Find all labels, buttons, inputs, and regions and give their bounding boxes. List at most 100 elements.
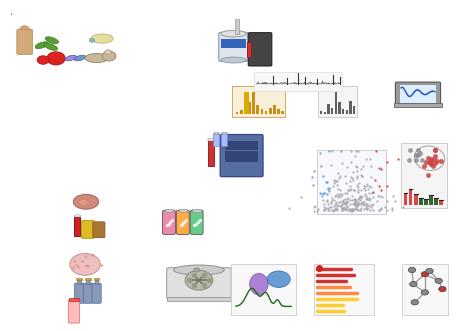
Circle shape xyxy=(267,271,290,287)
Circle shape xyxy=(47,52,65,65)
Ellipse shape xyxy=(250,273,268,295)
Text: Extracted
metabolites: Extracted metabolites xyxy=(158,198,217,219)
Bar xyxy=(254,72,342,90)
Bar xyxy=(165,209,173,212)
Circle shape xyxy=(84,265,88,267)
Bar xyxy=(192,209,201,212)
FancyBboxPatch shape xyxy=(220,134,263,177)
Bar xyxy=(277,110,280,114)
Bar xyxy=(94,278,100,280)
Bar xyxy=(231,263,296,315)
Text: Sample collection: Sample collection xyxy=(22,175,109,185)
Bar xyxy=(353,106,356,114)
Bar xyxy=(247,42,251,57)
Bar xyxy=(220,39,246,48)
FancyBboxPatch shape xyxy=(82,220,94,238)
FancyBboxPatch shape xyxy=(74,283,84,303)
FancyBboxPatch shape xyxy=(68,300,80,323)
Text: Tissue: Tissue xyxy=(31,199,57,208)
Circle shape xyxy=(86,265,90,267)
Bar xyxy=(76,278,82,280)
Text: OPLS-DA: OPLS-DA xyxy=(215,216,264,226)
Circle shape xyxy=(194,268,200,272)
Ellipse shape xyxy=(44,43,57,50)
FancyBboxPatch shape xyxy=(219,32,248,61)
Text: Cells: Cells xyxy=(31,261,51,270)
Bar xyxy=(236,112,238,114)
Bar xyxy=(264,111,267,114)
Circle shape xyxy=(439,286,446,292)
Ellipse shape xyxy=(65,55,76,61)
Ellipse shape xyxy=(74,55,86,61)
Circle shape xyxy=(75,264,79,267)
Circle shape xyxy=(77,266,81,269)
Text: Preparing
control: Preparing control xyxy=(18,139,62,159)
Circle shape xyxy=(421,272,428,277)
Bar xyxy=(214,131,218,134)
Bar xyxy=(401,143,447,208)
Text: Introducing
stimuli: Introducing stimuli xyxy=(58,139,109,159)
Text: Data
acquisition: Data acquisition xyxy=(161,95,214,117)
Circle shape xyxy=(421,290,428,295)
FancyBboxPatch shape xyxy=(163,210,175,234)
Circle shape xyxy=(89,38,95,42)
Text: Chemometric: Chemometric xyxy=(215,151,281,161)
Bar xyxy=(424,199,428,205)
Circle shape xyxy=(185,270,213,290)
Bar xyxy=(244,91,248,114)
Bar xyxy=(404,193,407,205)
Text: Pathway
analysis: Pathway analysis xyxy=(323,224,365,246)
FancyBboxPatch shape xyxy=(167,268,231,299)
Ellipse shape xyxy=(173,265,224,275)
Bar xyxy=(439,200,443,205)
Text: LC-MS: LC-MS xyxy=(248,128,274,137)
Text: analysis:: analysis: xyxy=(215,162,258,171)
Circle shape xyxy=(37,56,49,64)
Text: OPLS: OPLS xyxy=(215,194,244,204)
Text: Biofluids:
blood,
urine,
Feces: Biofluids: blood, urine, Feces xyxy=(31,211,70,252)
Text: Statistical
analysis: Statistical analysis xyxy=(297,137,346,158)
Ellipse shape xyxy=(19,26,30,35)
Circle shape xyxy=(91,254,95,257)
Text: Source of metabolites: Source of metabolites xyxy=(11,7,119,17)
Circle shape xyxy=(411,300,419,305)
Bar xyxy=(261,109,263,114)
Text: PLS-DA: PLS-DA xyxy=(215,205,255,215)
Bar xyxy=(409,189,412,205)
Bar xyxy=(318,86,357,117)
Circle shape xyxy=(84,255,88,258)
Circle shape xyxy=(102,51,116,61)
Bar xyxy=(414,194,418,205)
FancyBboxPatch shape xyxy=(190,210,203,234)
Bar xyxy=(236,19,239,34)
Ellipse shape xyxy=(80,200,88,205)
Text: Pathway
mapping: Pathway mapping xyxy=(403,224,447,246)
Bar xyxy=(434,198,438,205)
Circle shape xyxy=(100,264,104,267)
Circle shape xyxy=(408,267,416,273)
Ellipse shape xyxy=(85,53,108,63)
Bar xyxy=(342,109,345,114)
Bar xyxy=(248,102,251,114)
Bar xyxy=(252,91,255,114)
Text: PLS: PLS xyxy=(215,183,236,193)
FancyBboxPatch shape xyxy=(93,222,105,238)
Circle shape xyxy=(70,254,100,275)
Bar xyxy=(314,263,374,315)
Ellipse shape xyxy=(221,57,246,63)
Bar xyxy=(419,198,423,205)
Bar xyxy=(338,102,341,114)
Bar xyxy=(394,103,442,107)
Bar xyxy=(402,263,448,315)
Text: NMR: NMR xyxy=(238,75,261,85)
Text: LC/GC-MS: LC/GC-MS xyxy=(226,182,273,192)
Bar xyxy=(256,105,259,114)
Bar xyxy=(244,106,246,114)
Text: PCA: PCA xyxy=(215,172,237,182)
Bar xyxy=(232,86,285,117)
Ellipse shape xyxy=(91,34,113,43)
Bar xyxy=(269,108,272,114)
Bar xyxy=(69,298,79,301)
Bar xyxy=(320,111,322,114)
Bar xyxy=(85,278,91,280)
